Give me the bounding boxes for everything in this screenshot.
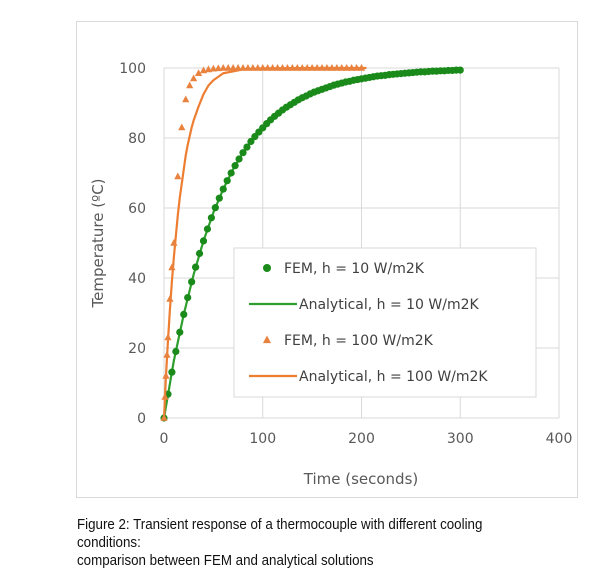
data-point-circle <box>235 155 243 163</box>
data-point-triangle <box>283 64 292 71</box>
y-tick-label: 40 <box>128 271 146 287</box>
y-tick-label: 100 <box>119 61 146 77</box>
data-point-circle <box>203 225 212 233</box>
data-point-triangle <box>178 123 186 131</box>
data-point-circle <box>207 214 215 222</box>
data-point-triangle <box>229 64 237 71</box>
data-point-triangle <box>194 69 203 77</box>
data-point-triangle <box>160 414 168 421</box>
legend-keys <box>249 264 297 378</box>
legend-key-triangle <box>262 335 272 344</box>
data-point-triangle <box>174 172 182 180</box>
data-point-triangle <box>298 64 306 71</box>
data-point-triangle <box>303 64 311 71</box>
data-point-circle <box>215 194 223 202</box>
data-point-circle <box>231 162 239 170</box>
legend: FEM, h = 10 W/m2K Analytical, h = 10 W/m… <box>233 247 537 398</box>
data-point-triangle <box>234 64 242 71</box>
x-tick-label: 100 <box>249 431 276 447</box>
data-point-circle <box>195 249 204 258</box>
y-tick-label: 80 <box>128 131 146 147</box>
legend-label-fem-h100: FEM, h = 100 W/m2K <box>284 333 434 349</box>
data-point-triangle <box>259 64 267 71</box>
y-tick-label: 60 <box>128 201 146 217</box>
legend-label-fem-h10: FEM, h = 10 W/m2K <box>284 261 425 277</box>
data-point-triangle <box>254 64 262 71</box>
y-axis-title: Temperature (ºC) <box>89 178 107 308</box>
x-tick-label: 0 <box>160 431 169 447</box>
x-axis-title: Time (seconds) <box>303 470 419 488</box>
data-point-triangle <box>164 333 172 341</box>
y-tick-label: 20 <box>128 341 146 357</box>
data-point-triangle <box>357 64 366 71</box>
data-point-triangle <box>318 64 326 71</box>
data-point-triangle <box>249 64 257 71</box>
data-point-circle <box>247 137 255 146</box>
data-point-triangle <box>163 351 171 358</box>
data-point-triangle <box>209 64 217 72</box>
data-point-circle <box>192 263 200 271</box>
data-point-triangle <box>190 74 198 82</box>
x-tick-label: 200 <box>348 431 375 447</box>
data-point-circle <box>219 185 227 193</box>
data-point-triangle <box>219 64 227 71</box>
data-point-triangle <box>278 64 287 71</box>
legend-label-analytical-h100: Analytical, h = 100 W/m2K <box>299 369 488 385</box>
data-point-circle <box>239 149 247 157</box>
data-point-triangle <box>348 64 356 71</box>
data-point-triangle <box>273 64 282 71</box>
series-layer <box>160 64 464 422</box>
data-point-triangle <box>308 64 316 71</box>
caption-line-2: comparison between FEM and analytical so… <box>77 553 374 569</box>
data-point-triangle <box>214 64 222 72</box>
data-point-triangle <box>162 372 170 379</box>
data-point-triangle <box>293 64 301 71</box>
data-point-circle <box>243 143 251 151</box>
legend-box <box>233 247 537 398</box>
data-point-triangle <box>186 81 194 89</box>
data-point-triangle <box>182 95 190 103</box>
chart-svg: 0 100 200 300 400 0 20 40 60 80 100 Time (seconds)… <box>89 61 572 488</box>
x-tick-label: 400 <box>546 431 573 447</box>
data-point-triangle <box>333 64 341 71</box>
x-tick-label: 300 <box>447 431 474 447</box>
data-point-triangle <box>313 64 321 71</box>
data-point-circle <box>168 368 176 376</box>
data-point-circle <box>211 204 219 212</box>
data-point-circle <box>227 169 235 177</box>
tick-labels: 0 100 200 300 400 0 20 40 60 80 100 <box>119 61 572 447</box>
data-point-triangle <box>166 295 174 302</box>
data-point-triangle <box>352 64 361 71</box>
data-point-triangle <box>239 64 247 71</box>
data-point-circle <box>456 66 464 74</box>
data-point-circle <box>223 177 231 185</box>
data-point-triangle <box>288 64 296 71</box>
data-point-triangle <box>328 64 336 71</box>
caption-line-1: Figure 2: Transient response of a thermo… <box>77 517 483 551</box>
data-point-triangle <box>343 64 351 71</box>
chart-area: 0 100 200 300 400 0 20 40 60 80 100 Time (seconds)… <box>76 21 578 498</box>
data-point-circle <box>176 328 184 336</box>
data-point-triangle <box>168 263 176 271</box>
y-tick-label: 0 <box>137 411 146 427</box>
data-point-circle <box>172 347 180 356</box>
data-point-triangle <box>269 64 277 71</box>
series-line-3 <box>162 66 367 419</box>
data-point-triangle <box>224 64 232 71</box>
data-point-triangle <box>204 65 213 73</box>
data-point-triangle <box>170 239 178 246</box>
data-point-triangle <box>323 64 331 71</box>
data-point-circle <box>199 237 208 245</box>
legend-label-analytical-h10: Analytical, h = 10 W/m2K <box>299 297 480 313</box>
data-point-triangle <box>161 393 169 400</box>
data-point-triangle <box>338 64 346 71</box>
legend-key-circle <box>263 264 271 272</box>
data-point-circle <box>180 310 188 318</box>
data-point-triangle <box>244 64 252 71</box>
data-point-triangle <box>264 64 272 71</box>
figure-caption: Figure 2: Transient response of a thermo… <box>77 516 546 570</box>
data-point-circle <box>188 278 196 286</box>
data-point-circle <box>184 294 192 302</box>
